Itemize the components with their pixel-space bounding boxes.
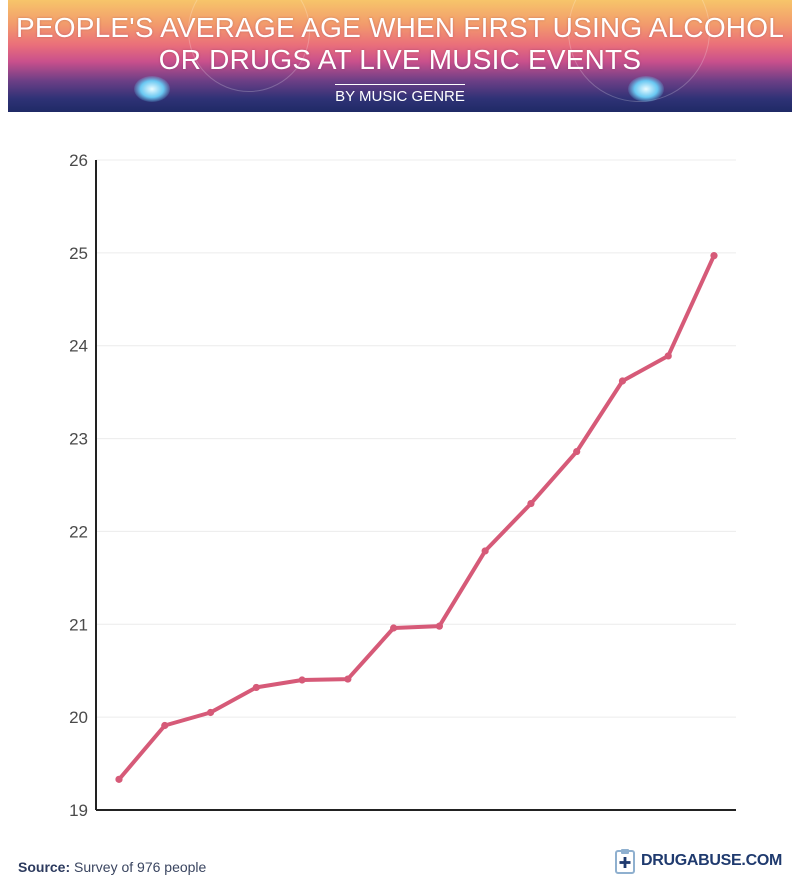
y-tick-label: 25 [69,244,88,263]
data-point [115,775,123,783]
stage-light-left-icon [134,76,170,102]
data-point [206,708,215,717]
data-point [252,683,260,692]
source-label: Source: [18,859,71,875]
data-point [161,721,169,730]
data-point [390,624,398,632]
y-tick-label: 19 [69,801,88,820]
data-point [344,675,352,683]
gridlines [96,159,736,718]
chart-subtitle: BY MUSIC GENRE [8,84,792,105]
source-text: Survey of 976 people [70,859,207,875]
y-tick-label: 22 [69,522,88,541]
y-tick-label: 24 [69,337,88,356]
brand-name: DRUGABUSE.COM [641,852,782,869]
y-tick-labels: 19 20 21 22 23 24 25 26 [69,151,88,820]
data-point [298,676,306,684]
axes [95,160,736,811]
data-point [435,622,443,630]
header-banner: PEOPLE'S AVERAGE AGE WHEN FIRST USING AL… [8,0,792,112]
chart-subtitle-text: BY MUSIC GENRE [335,84,465,105]
y-tick-label: 26 [69,151,88,170]
chart-title-line-2: OR DRUGS AT LIVE MUSIC EVENTS [158,44,642,75]
brand-logo: DRUGABUSE.COM [615,848,782,874]
y-tick-label: 20 [69,708,88,727]
source-note: Source: Survey of 976 people [18,859,206,875]
data-point [573,447,581,456]
series-points [115,252,718,783]
data-point [710,252,718,260]
chart-title-line-1: PEOPLE'S AVERAGE AGE WHEN FIRST USING AL… [16,12,784,43]
series-line [117,253,716,782]
data-point [527,499,535,508]
stage-light-right-icon [628,76,664,102]
data-point [618,377,627,385]
clipboard-cross-icon [615,849,635,874]
data-point [664,352,672,360]
data-point [481,547,489,555]
y-tick-label: 21 [69,615,88,634]
y-tick-label: 23 [69,430,88,449]
series-line-path [117,253,716,782]
